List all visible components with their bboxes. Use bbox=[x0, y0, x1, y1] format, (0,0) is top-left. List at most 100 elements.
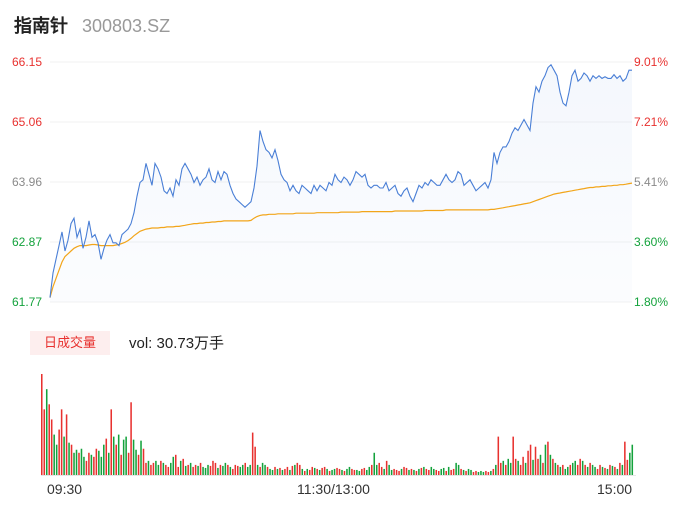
volume-bar bbox=[529, 444, 532, 475]
volume-bar bbox=[581, 460, 584, 475]
volume-bar bbox=[281, 469, 284, 475]
volume-bar bbox=[539, 454, 542, 475]
volume-bar bbox=[155, 460, 157, 475]
volume-bar bbox=[214, 462, 217, 475]
volume-bar bbox=[316, 468, 318, 475]
volume-bar bbox=[363, 467, 366, 475]
volume-bar bbox=[174, 454, 177, 475]
volume-bar bbox=[254, 446, 256, 475]
volume-bar bbox=[219, 464, 222, 475]
volume-bar bbox=[63, 436, 65, 475]
volume-bar bbox=[120, 454, 122, 475]
volume-bar bbox=[75, 449, 78, 475]
volume-bar bbox=[460, 468, 462, 475]
volume-bar bbox=[321, 467, 323, 475]
volume-bar bbox=[564, 468, 567, 475]
volume-bar bbox=[512, 436, 514, 475]
volume-bar bbox=[375, 464, 378, 475]
volume-bar bbox=[145, 462, 147, 475]
volume-bar bbox=[425, 468, 428, 475]
volume-bar bbox=[251, 432, 254, 475]
volume-bar bbox=[383, 468, 385, 475]
volume-bar bbox=[182, 458, 184, 475]
volume-bar bbox=[455, 462, 457, 475]
volume-bar bbox=[343, 470, 346, 475]
volume-bar bbox=[624, 441, 626, 475]
volume-bar bbox=[390, 469, 393, 475]
volume-bar bbox=[234, 464, 237, 475]
volume-bar bbox=[122, 439, 125, 475]
volume-bar bbox=[358, 470, 361, 475]
volume-bar bbox=[373, 452, 376, 475]
volume-bar bbox=[517, 460, 519, 475]
volume-bar bbox=[207, 464, 209, 475]
volume-bar bbox=[125, 436, 127, 475]
volume-bar bbox=[232, 468, 234, 475]
volume-bar bbox=[348, 466, 351, 475]
volume-bar bbox=[482, 471, 485, 475]
pct-tick-4: 3.60% bbox=[633, 235, 668, 249]
volume-bar bbox=[522, 456, 524, 475]
volume-bar bbox=[544, 444, 547, 475]
volume-bar bbox=[311, 466, 313, 475]
volume-bar bbox=[93, 456, 95, 475]
volume-bar bbox=[160, 460, 162, 475]
volume-bar bbox=[537, 458, 539, 475]
price-tick-2: 65.06 bbox=[12, 115, 43, 129]
volume-bar bbox=[296, 462, 299, 475]
volume-bar bbox=[519, 464, 522, 475]
stock-header: 指南针 300803.SZ bbox=[14, 12, 170, 40]
volume-bar bbox=[95, 448, 98, 475]
volume-bar bbox=[559, 466, 562, 475]
volume-bar bbox=[428, 469, 430, 475]
volume-bar bbox=[371, 464, 373, 475]
volume-bar bbox=[589, 462, 591, 475]
volume-bar bbox=[274, 466, 276, 475]
volume-bar bbox=[177, 466, 179, 475]
volume-bar bbox=[162, 462, 165, 475]
volume-bar bbox=[361, 468, 363, 475]
volume-bar bbox=[269, 468, 271, 475]
volume-bar bbox=[165, 464, 167, 475]
volume-bar bbox=[70, 444, 73, 475]
price-plot bbox=[49, 61, 633, 303]
volume-bar bbox=[586, 466, 589, 475]
volume-bar bbox=[368, 466, 371, 475]
volume-bar bbox=[271, 469, 274, 475]
volume-bar bbox=[239, 466, 242, 475]
volume-bar bbox=[410, 468, 413, 475]
volume-bar bbox=[584, 464, 586, 475]
price-tick-4: 62.87 bbox=[12, 235, 43, 249]
volume-bar bbox=[554, 462, 557, 475]
volume-bar bbox=[157, 464, 160, 475]
volume-bar bbox=[452, 468, 455, 475]
volume-bar bbox=[430, 466, 433, 475]
stock-name: 指南针 bbox=[14, 16, 68, 36]
volume-bar bbox=[78, 452, 80, 475]
volume-bar bbox=[611, 465, 614, 475]
volume-bar bbox=[629, 452, 631, 475]
volume-bar bbox=[244, 462, 246, 475]
volume-bar bbox=[107, 452, 110, 475]
volume-bar bbox=[237, 465, 239, 475]
volume-bar bbox=[445, 470, 447, 475]
volume-bar bbox=[68, 442, 70, 475]
volume-bar bbox=[567, 466, 569, 475]
volume-bar bbox=[103, 444, 105, 475]
volume-bar bbox=[437, 470, 440, 475]
volume-bar bbox=[224, 462, 227, 475]
volume-bar bbox=[241, 464, 244, 475]
volume-bar bbox=[294, 464, 296, 475]
volume-bar bbox=[65, 414, 68, 475]
volume-bar bbox=[591, 464, 594, 475]
volume-bar bbox=[604, 467, 606, 475]
volume-bar bbox=[85, 460, 88, 475]
volume-bar bbox=[534, 446, 537, 475]
volume-bar bbox=[398, 470, 400, 475]
volume-bar bbox=[542, 462, 544, 475]
volume-bar bbox=[50, 419, 53, 475]
volume-bar bbox=[420, 467, 423, 475]
volume-bar bbox=[457, 464, 460, 475]
volume-bar bbox=[356, 469, 358, 475]
volume-bar bbox=[43, 409, 46, 475]
